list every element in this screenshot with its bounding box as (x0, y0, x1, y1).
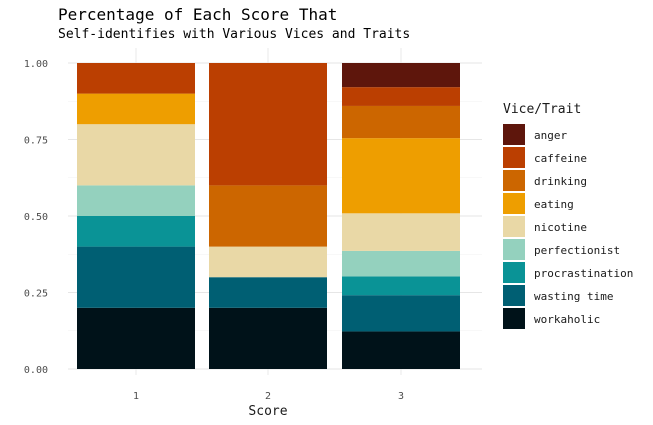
legend-swatch (503, 285, 525, 306)
bar-segment (209, 277, 327, 308)
legend-label: nicotine (534, 221, 587, 234)
bar-segment (342, 250, 460, 277)
legend-swatch (503, 239, 525, 260)
x-tick-label: 1 (133, 391, 139, 402)
legend-swatch (503, 193, 525, 214)
bar-segment (342, 138, 460, 214)
bar-segment (77, 246, 195, 308)
y-tick-label: 1.00 (24, 59, 48, 70)
bar-segment (342, 63, 460, 88)
x-tick-label: 2 (265, 391, 271, 402)
legend-swatch (503, 262, 525, 283)
legend-swatch (503, 308, 525, 329)
chart-title: Percentage of Each Score That (58, 5, 337, 24)
bar-segment (342, 87, 460, 106)
bar-segment (342, 331, 460, 369)
chart-subtitle: Self-identifies with Various Vices and T… (58, 27, 410, 42)
legend-swatch (503, 147, 525, 168)
bar-segment (77, 307, 195, 369)
bar-segment (209, 246, 327, 278)
y-tick-label: 0.75 (24, 136, 48, 147)
bar-segment (209, 185, 327, 247)
bar-segment (77, 124, 195, 186)
legend-label: anger (534, 129, 567, 142)
legend-label: perfectionist (534, 244, 620, 257)
x-axis-label: Score (248, 404, 287, 419)
bar-segment (77, 93, 195, 125)
legend-label: workaholic (534, 313, 600, 326)
y-tick-label: 0.25 (24, 289, 48, 300)
bar-segment (342, 295, 460, 332)
x-tick-label: 3 (398, 391, 404, 402)
legend-label: eating (534, 198, 574, 211)
bar-segment (209, 63, 327, 186)
legend-title: Vice/Trait (503, 102, 581, 117)
legend-swatch (503, 170, 525, 191)
x-axis-ticks: 1 2 3 (133, 391, 404, 402)
y-axis-ticks: 0.00 0.25 0.50 0.75 1.00 (24, 59, 48, 376)
bar-segment (77, 216, 195, 247)
legend-swatch (503, 124, 525, 145)
legend-label: procrastination (534, 267, 633, 280)
bar-segment (77, 185, 195, 216)
legend: anger caffeine drinking eating nicotine perfe… (503, 124, 633, 329)
bar-segment (77, 63, 195, 94)
legend-label: drinking (534, 175, 587, 188)
legend-swatch (503, 216, 525, 237)
legend-label: caffeine (534, 152, 587, 165)
bars (77, 63, 460, 369)
bar-segment (342, 276, 460, 296)
bar-segment (342, 213, 460, 251)
bar-segment (342, 105, 460, 139)
bar-segment (209, 307, 327, 369)
legend-label: wasting time (534, 290, 613, 303)
y-tick-label: 0.50 (24, 212, 48, 223)
y-tick-label: 0.00 (24, 365, 48, 376)
